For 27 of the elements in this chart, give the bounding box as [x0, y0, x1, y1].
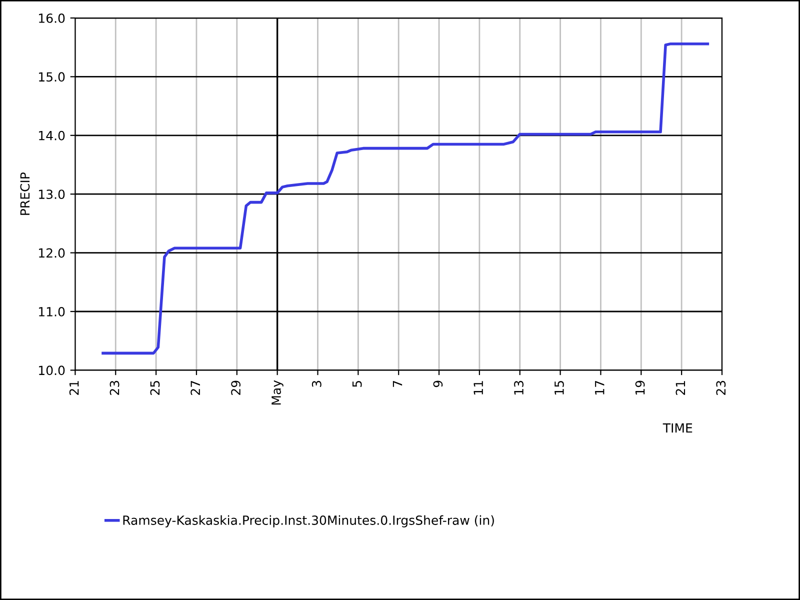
- y-tick-label: 14.0: [39, 130, 65, 140]
- x-axis-title: TIME: [662, 423, 692, 433]
- x-tick-label: 13: [514, 380, 524, 394]
- x-tick-label: 21: [676, 381, 686, 395]
- y-tick-label: 11.0: [39, 306, 65, 316]
- x-tick-label: 23: [110, 380, 120, 395]
- y-tick-label: 12.0: [39, 248, 65, 258]
- x-tick-label: 27: [190, 380, 200, 395]
- legend-label: Ramsey-Kaskaskia.Precip.Inst.30Minutes.0.IrgsShef-raw (in): [123, 515, 494, 528]
- x-tick-label: 9: [433, 380, 443, 388]
- x-tick-label: 19: [635, 380, 645, 394]
- x-tick-label: 11: [474, 381, 483, 394]
- x-tick-label: 5: [352, 381, 362, 387]
- x-tick-label: May: [272, 380, 284, 405]
- y-axis-title: PRECIP: [20, 172, 30, 215]
- y-tick-label: 13.0: [39, 190, 65, 200]
- x-tick-label: 23: [716, 380, 726, 395]
- x-tick-label: 29: [231, 380, 241, 395]
- x-tick-label: 25: [150, 381, 160, 395]
- x-tick-label: 3: [312, 380, 322, 387]
- y-tick-label: 10.0: [39, 366, 65, 376]
- y-tick-label: 15.0: [39, 72, 65, 82]
- x-tick-label: 17: [595, 380, 604, 394]
- x-tick-label: 7: [392, 380, 402, 387]
- x-tick-label: 15: [554, 381, 564, 394]
- x-tick-label: 21: [69, 381, 79, 395]
- y-tick-label: 16.0: [39, 13, 65, 23]
